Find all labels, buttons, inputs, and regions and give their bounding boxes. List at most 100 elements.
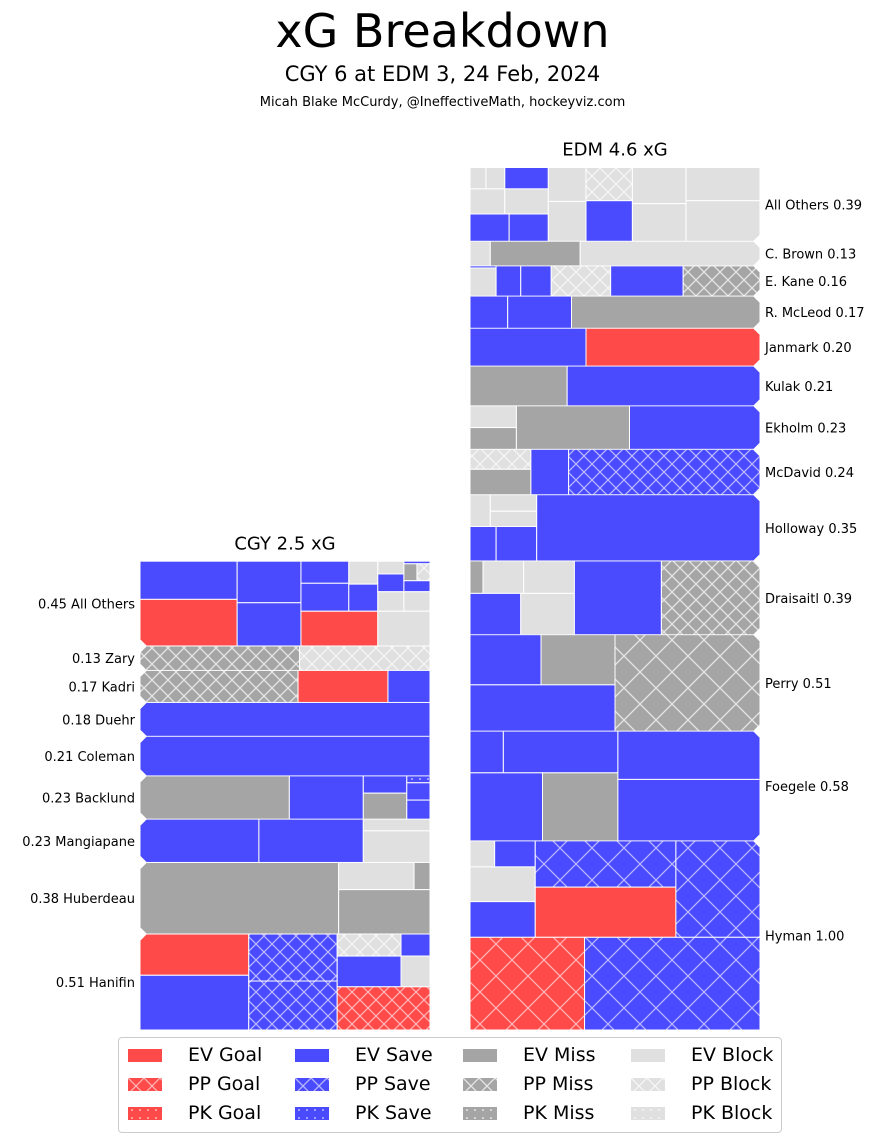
player-label: All Others 0.39 <box>765 198 862 213</box>
player-label: C. Brown 0.13 <box>765 248 856 263</box>
shot-ev-save <box>617 778 760 841</box>
shot-ev-block <box>685 167 760 202</box>
shot-pp-goal <box>470 936 586 1030</box>
player-label: 0.21 Coleman <box>44 750 135 765</box>
edm-team-label: EDM 4.6 xG <box>562 140 667 161</box>
player-label: Perry 0.51 <box>765 677 832 692</box>
shot-ev-miss <box>470 560 484 594</box>
shot-ev-save <box>336 955 402 988</box>
shot-pp-goal <box>336 986 430 1030</box>
shot-ev-save <box>520 265 552 297</box>
player-row-perry: Perry 0.51 <box>470 634 832 732</box>
player-label: 0.17 Kadri <box>68 680 135 695</box>
player-row-zary: 0.13 Zary <box>72 645 430 671</box>
shot-pp-block <box>550 265 612 297</box>
player-row-mcdavid: McDavid 0.24 <box>470 449 854 495</box>
legend-item-pk-goal: PK Goal <box>128 1102 261 1124</box>
shot-ev-save <box>573 560 662 635</box>
shot-ev-save <box>566 366 760 406</box>
shot-pp-miss <box>682 265 760 297</box>
shot-ev-save <box>470 328 587 367</box>
shot-pp-miss <box>614 634 760 732</box>
shot-pp-miss <box>660 560 760 635</box>
player-label: McDavid 0.24 <box>765 466 854 481</box>
shot-ev-block <box>470 494 491 527</box>
shot-pp-block <box>470 449 532 470</box>
legend-label: EV Save <box>355 1044 433 1066</box>
cgy-panel: CGY 2.5 xG 0.45 All Others 0.13 Zary 0.17 K… <box>22 533 430 1030</box>
player-row-hanifin: 0.51 Hanifin <box>56 933 430 1030</box>
shot-ev-save <box>140 974 250 1030</box>
shot-ev-miss <box>403 563 418 582</box>
shot-ev-save <box>406 799 430 820</box>
shot-ev-save <box>508 213 549 242</box>
shot-ev-block <box>489 494 538 512</box>
shot-ev-save <box>236 561 302 604</box>
shot-ev-save <box>140 819 260 863</box>
shot-ev-miss <box>362 792 408 820</box>
legend-label: EV Miss <box>523 1044 596 1066</box>
shot-ev-save <box>258 819 364 863</box>
legend-label: PK Save <box>355 1102 432 1124</box>
shot-ev-goal <box>140 933 250 976</box>
player-row-coleman: 0.21 Coleman <box>44 736 430 776</box>
shot-ev-block <box>489 510 538 527</box>
shot-ev-block <box>338 862 415 891</box>
player-row-mangiapane: 0.23 Mangiapane <box>22 819 430 863</box>
shot-ev-miss <box>140 862 340 934</box>
player-label: 0.13 Zary <box>72 652 135 667</box>
shot-ev-save <box>470 634 542 686</box>
shot-ev-block <box>547 200 587 242</box>
player-row-draisaitl: Draisaitl 0.39 <box>470 560 852 635</box>
shot-pp-save <box>568 449 760 495</box>
game-subtitle: CGY 6 at EDM 3, 24 Feb, 2024 <box>284 62 601 86</box>
shot-ev-save <box>617 731 760 780</box>
shot-ev-save <box>470 592 522 635</box>
shot-ev-block <box>523 560 575 594</box>
shot-ev-block <box>400 955 430 988</box>
shot-ev-save <box>140 702 430 737</box>
shot-ev-block <box>631 167 687 205</box>
shot-ev-block <box>362 819 430 832</box>
shot-ev-block <box>470 267 497 297</box>
legend-swatch <box>631 1077 665 1091</box>
player-row-r-mcleod: R. McLeod 0.17 <box>470 296 865 329</box>
legend-item-ev-goal: EV Goal <box>128 1044 262 1066</box>
shot-ev-block <box>377 561 405 575</box>
chart-title: xG Breakdown <box>275 4 610 58</box>
shot-pp-save <box>248 933 338 982</box>
shot-pp-miss <box>140 670 299 703</box>
player-label: 0.23 Mangiapane <box>22 835 135 850</box>
shot-ev-save <box>495 525 538 561</box>
legend-swatch <box>128 1106 162 1120</box>
shot-ev-miss <box>338 889 430 934</box>
legend-swatch <box>295 1106 329 1120</box>
legend-label: EV Goal <box>188 1044 263 1066</box>
shot-ev-block <box>482 560 525 594</box>
shot-ev-block <box>470 866 536 903</box>
legend-swatch <box>295 1048 329 1062</box>
shot-ev-save <box>610 265 684 297</box>
shot-ev-goal <box>297 670 389 703</box>
shot-ev-save <box>140 561 238 600</box>
legend-item-ev-save: EV Save <box>295 1044 433 1066</box>
legend-item-pk-save: PK Save <box>295 1102 432 1124</box>
shot-ev-miss <box>571 296 760 329</box>
shot-ev-block <box>579 241 760 266</box>
shot-ev-block <box>470 840 496 868</box>
shot-ev-goal <box>140 598 238 646</box>
shot-ev-block <box>470 167 487 190</box>
shot-ev-miss <box>470 366 568 406</box>
shot-ev-save <box>495 265 522 297</box>
shot-ev-save <box>530 449 570 495</box>
player-label: Hyman 1.00 <box>765 929 844 944</box>
legend-item-pp-miss: PP Miss <box>463 1073 593 1095</box>
shot-ev-save <box>470 901 536 938</box>
legend-label: PK Miss <box>523 1102 595 1124</box>
legend-swatch <box>128 1048 162 1062</box>
player-row-all-others: All Others 0.39 <box>470 167 862 242</box>
shot-ev-block <box>377 610 430 646</box>
legend: EV Goal PP Goal PK Goal EV Save PP Save PK Sa… <box>118 1037 782 1133</box>
legend-label: PP Goal <box>188 1073 261 1095</box>
shot-ev-goal <box>534 886 677 938</box>
